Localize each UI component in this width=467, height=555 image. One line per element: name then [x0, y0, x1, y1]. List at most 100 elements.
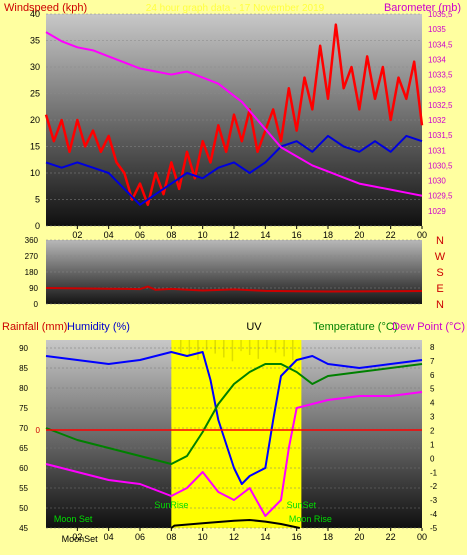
windspeed-tick-label: 15 [30, 142, 40, 152]
temperature-axis-title: Temperature (°C) [313, 321, 397, 333]
x-tick-label: 02 [72, 532, 82, 542]
barometer-tick-label: 1035 [428, 25, 446, 34]
humidity-tick-label: 65 [19, 444, 28, 453]
wind-direction-line [45, 285, 423, 293]
windspeed-tick-label: 25 [30, 89, 40, 99]
barometer-tick-label: 1032 [428, 116, 446, 125]
humidity-tick-label: 45 [19, 524, 28, 533]
x-tick-label: 10 [198, 230, 208, 240]
temperature-tick-label: 7 [430, 357, 435, 366]
humidity-tick-label: 85 [19, 364, 28, 373]
x-tick-label: 22 [386, 230, 396, 240]
barometer-line [45, 31, 423, 197]
direction-tick-label: 90 [29, 284, 38, 293]
temperature-tick-label: 8 [430, 343, 435, 352]
x-tick-label: 14 [260, 532, 270, 542]
windspeed-tick-label: 30 [30, 62, 40, 72]
temperature-line [45, 363, 423, 465]
dewpoint-line [45, 391, 423, 517]
temperature-tick-label: -1 [430, 468, 438, 477]
barometer-tick-label: 1033,5 [428, 71, 453, 80]
temperature-tick-label: -5 [430, 524, 438, 533]
event-label: MoonSet [62, 534, 99, 544]
x-tick-label: 20 [354, 230, 364, 240]
event-label: SunRise [154, 500, 188, 510]
temperature-tick-label: 5 [430, 385, 435, 394]
windspeed-tick-label: 35 [30, 36, 40, 46]
x-tick-label: 16 [292, 230, 302, 240]
x-tick-label: 20 [354, 532, 364, 542]
rainfall-axis-title: Rainfall (mm) [2, 321, 67, 333]
temperature-tick-label: 1 [430, 440, 435, 449]
x-tick-label: 04 [104, 230, 114, 240]
windspeed-line [44, 23, 424, 207]
x-tick-label: 18 [323, 532, 333, 542]
direction-tick-label: 0 [34, 300, 39, 309]
barometer-tick-label: 1034 [428, 55, 446, 64]
barometer-tick-label: 1032,5 [428, 101, 453, 110]
x-tick-label: 08 [166, 532, 176, 542]
barometer-tick-label: 1030,5 [428, 161, 453, 170]
barometer-tick-label: 1033 [428, 86, 446, 95]
windspeed-tick-label: 0 [35, 221, 40, 231]
solar-line [170, 519, 301, 529]
event-label: SunSet [287, 500, 317, 510]
compass-label: W [435, 251, 446, 263]
temperature-tick-label: 0 [430, 454, 435, 463]
barometer-tick-label: 1034,5 [428, 40, 453, 49]
compass-label: E [436, 283, 443, 295]
temperature-tick-label: 6 [430, 371, 435, 380]
x-tick-label: 08 [166, 230, 176, 240]
rainfall-tick-label: 0 [36, 426, 41, 435]
windspeed-tick-label: 5 [35, 195, 40, 205]
barometer-axis-title: Barometer (mb) [384, 2, 461, 14]
temperature-tick-label: -3 [430, 496, 438, 505]
barometer-tick-label: 1035,5 [428, 10, 453, 19]
compass-label: N [436, 299, 444, 311]
uv-daylight-area [171, 340, 302, 528]
windspeed-average-line [45, 134, 423, 206]
x-tick-label: 18 [323, 230, 333, 240]
barometer-tick-label: 1031 [428, 146, 446, 155]
windspeed-tick-label: 40 [30, 9, 40, 19]
x-tick-label: 04 [104, 532, 114, 542]
dewpoint-axis-title: Dew Point (°C) [392, 321, 465, 333]
barometer-tick-label: 1029,5 [428, 192, 453, 201]
x-tick-label: 12 [229, 230, 239, 240]
humidity-tick-label: 80 [19, 384, 28, 393]
direction-tick-label: 360 [25, 236, 39, 245]
direction-tick-label: 270 [25, 252, 39, 261]
humidity-tick-label: 60 [19, 464, 28, 473]
temperature-tick-label: 3 [430, 413, 435, 422]
barometer-tick-label: 1030 [428, 177, 446, 186]
humidity-tick-label: 75 [19, 404, 28, 413]
x-tick-label: 16 [292, 532, 302, 542]
humidity-tick-label: 70 [19, 424, 28, 433]
uv-axis-title: UV [246, 321, 262, 333]
direction-tick-label: 180 [25, 268, 39, 277]
temperature-tick-label: -4 [430, 510, 438, 519]
barometer-tick-label: 1029 [428, 207, 446, 216]
humidity-axis-title: Humidity (%) [67, 321, 130, 333]
humidity-tick-label: 55 [19, 484, 28, 493]
x-tick-label: 22 [386, 532, 396, 542]
event-label: Moon Rise [289, 514, 332, 524]
barometer-tick-label: 1031,5 [428, 131, 453, 140]
x-tick-label: 00 [417, 532, 427, 542]
windspeed-axis-title: Windspeed (kph) [4, 2, 87, 14]
graph-date-title: 24 hour graph data - 17 November 2019 [146, 3, 325, 14]
x-tick-label: 06 [135, 230, 145, 240]
humidity-tick-label: 90 [19, 344, 28, 353]
x-tick-label: 02 [72, 230, 82, 240]
compass-label: N [436, 235, 444, 247]
humidity-tick-label: 50 [19, 504, 28, 513]
compass-label: S [436, 267, 443, 279]
x-tick-label: 10 [198, 532, 208, 542]
temperature-tick-label: 4 [430, 399, 435, 408]
windspeed-tick-label: 20 [30, 115, 40, 125]
windspeed-tick-label: 10 [30, 168, 40, 178]
temperature-tick-label: -2 [430, 482, 438, 491]
x-tick-label: 00 [417, 230, 427, 240]
